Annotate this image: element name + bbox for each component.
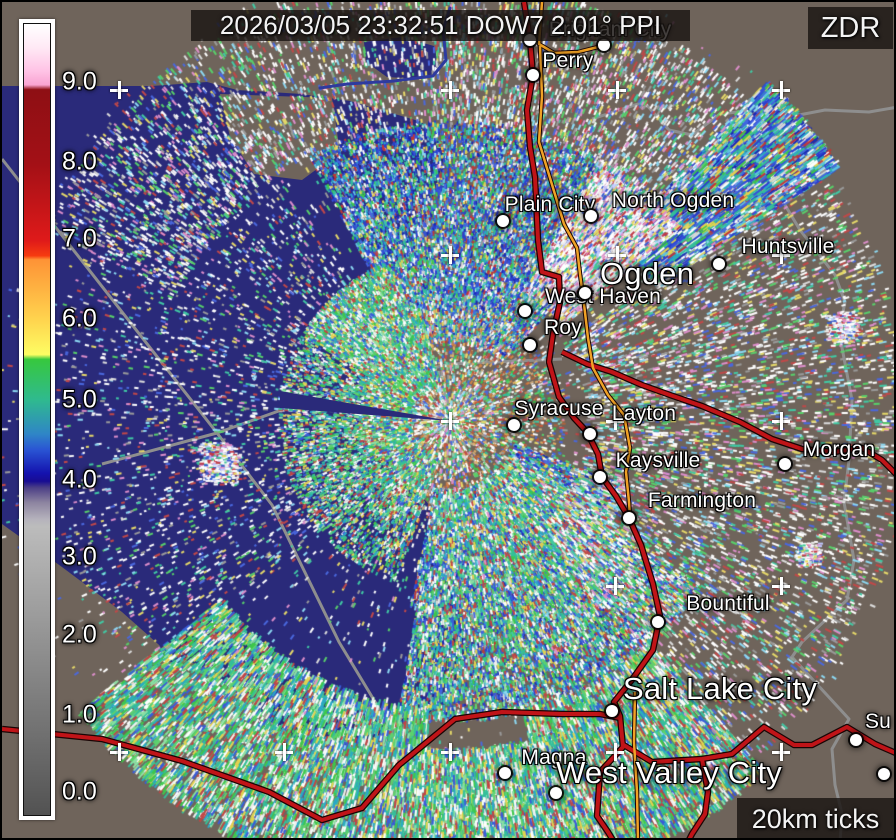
city-label-west-valley-city: West Valley City [556,755,782,790]
city-label-layton: Layton [611,402,677,425]
title-bar: 2026/03/05 23:32:51 DOW7 2.01° PPI [191,10,690,41]
secondary-road-line [632,691,640,838]
city-label-farmington: Farmington [647,489,757,512]
city-dot-layton [584,428,596,440]
range-tick-cross [772,577,790,595]
range-tick-cross [275,743,293,761]
range-tick-cross [772,81,790,99]
range-tick-cross [441,246,459,264]
colorbar-tick-label: 1.0 [62,700,97,729]
city-label-salt-lake-city: Salt Lake City [622,671,818,706]
scan-title: 2026/03/05 23:32:51 DOW7 2.01° PPI [219,10,662,40]
colorbar-tick-label: 6.0 [62,304,97,333]
range-tick-cross [606,577,624,595]
city-dot-magna [499,767,511,779]
blocked-beam-wedge [280,391,450,421]
city-dot-west-haven [519,305,531,317]
city-dot [598,39,610,51]
city-dot [878,768,890,780]
range-tick-cross [608,81,626,99]
city-dot-ogden [579,287,591,299]
colorbar-tick-label: 4.0 [62,465,97,494]
range-tick-cross [772,246,790,264]
city-dot-north-ogden [585,210,597,222]
colorbar-tick-label: 9.0 [62,67,97,96]
city-dot-syracuse [508,419,520,431]
zdr-colorbar [19,19,55,820]
city-dot-salt-lake-city [606,705,618,717]
range-tick-cross [606,743,624,761]
highway-line [2,710,621,822]
scale-note-badge: 20km ticks [737,798,894,838]
city-dot-perry [527,69,539,81]
range-tick-cross [441,743,459,761]
colorbar-tick-label: 3.0 [62,542,97,571]
city-dot-west-valley-city [550,787,562,799]
city-dot-kaysville [594,471,606,483]
highway-line [620,725,894,764]
city-dot-su [850,734,862,746]
secondary-road-line [537,45,632,518]
colorbar-tick-label: 7.0 [62,224,97,253]
range-tick-cross [772,412,790,430]
city-label-west-haven: West Haven [545,285,661,308]
colorbar-tick-label: 8.0 [62,147,97,176]
highway-line [687,758,710,838]
city-label-magna: Magna [521,746,587,769]
range-tick-cross [606,412,624,430]
city-dot-farmington [623,512,635,524]
city-dot-roy [524,339,536,351]
colorbar-tick-label: 0.0 [62,777,97,806]
city-label-roy: Roy [544,316,582,339]
colorbar-gradient [23,23,51,816]
colorbar-tick-label: 5.0 [62,385,97,414]
city-dot-bountiful [652,616,664,628]
range-tick-cross [772,743,790,761]
city-label-north-ogden: North Ogden [611,189,735,212]
highway-line [522,2,662,838]
city-dot-morgan [779,458,791,470]
range-tick-cross [110,81,128,99]
city-label-huntsville: Huntsville [741,235,835,258]
highway-line [561,350,894,475]
city-label-plain-city: Plain City [504,193,596,216]
city-label-syracuse: Syracuse [514,397,604,420]
range-tick-cross [441,81,459,99]
city-label-bountiful: Bountiful [686,592,770,615]
colorbar-tick-label: 2.0 [62,620,97,649]
range-tick-cross [441,412,459,430]
scale-note-label: 20km ticks [751,803,880,834]
city-dot-plain-city [497,215,509,227]
city-label-su: Su [864,710,892,733]
range-tick-cross [110,743,128,761]
city-label-morgan: Morgan [802,438,876,461]
city-label-perry: Perry [542,49,594,72]
product-label: ZDR [820,11,881,44]
range-tick-cross [608,246,626,264]
city-label-ogden: Ogden [599,256,695,291]
product-badge: ZDR [808,7,893,49]
city-dot-huntsville [713,258,725,270]
city-label-kaysville: Kaysville [615,449,701,472]
